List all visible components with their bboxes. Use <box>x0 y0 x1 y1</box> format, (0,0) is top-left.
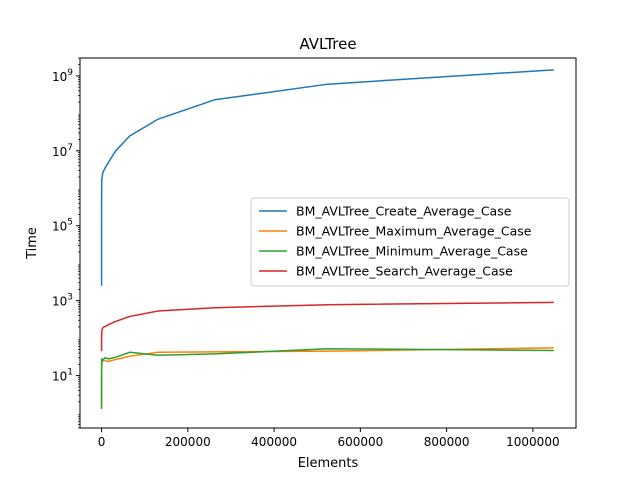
x-tick-label: 0 <box>98 435 106 449</box>
x-tick-label: 400000 <box>251 435 297 449</box>
x-axis-ticks: 0 200000 400000 600000 800000 1000000 <box>98 428 560 449</box>
y-axis-label: Time <box>25 227 40 260</box>
y-tick-label: 103 <box>52 293 73 309</box>
y-tick-label: 109 <box>52 68 73 84</box>
y-tick-label: 101 <box>52 368 73 384</box>
plot-lines <box>100 69 554 409</box>
legend-label-0: BM_AVLTree_Create_Average_Case <box>296 204 512 219</box>
legend-label-3: BM_AVLTree_Search_Average_Case <box>296 264 513 279</box>
series-line-3 <box>100 301 554 352</box>
x-tick-label: 1000000 <box>506 435 559 449</box>
y-tick-label: 105 <box>52 218 73 234</box>
y-tick-label: 107 <box>52 143 73 159</box>
chart-title: AVLTree <box>299 35 356 53</box>
x-tick-label: 600000 <box>337 435 383 449</box>
x-tick-label: 800000 <box>424 435 470 449</box>
y-axis-ticks: 101 103 105 107 109 <box>52 57 80 429</box>
plot-frame <box>79 57 577 429</box>
series-line-0 <box>100 69 554 286</box>
legend-label-2: BM_AVLTree_Minimum_Average_Case <box>296 244 528 259</box>
x-tick-label: 200000 <box>165 435 211 449</box>
legend-label-1: BM_AVLTree_Maximum_Average_Case <box>296 224 532 239</box>
x-axis-label: Elements <box>298 456 359 471</box>
legend-box <box>250 197 570 287</box>
legend: BM_AVLTree_Create_Average_Case BM_AVLTree… <box>250 197 570 287</box>
series-line-2 <box>100 348 554 409</box>
